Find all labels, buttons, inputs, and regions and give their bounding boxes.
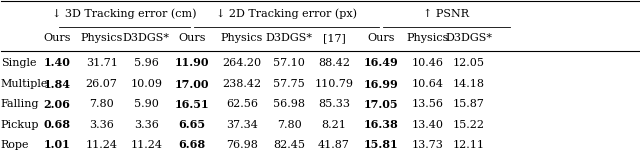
Text: 57.75: 57.75 <box>273 79 305 89</box>
Text: 85.33: 85.33 <box>318 100 350 109</box>
Text: 7.80: 7.80 <box>89 100 114 109</box>
Text: 110.79: 110.79 <box>314 79 353 89</box>
Text: Multiple: Multiple <box>1 79 48 89</box>
Text: 10.46: 10.46 <box>412 58 444 68</box>
Text: 88.42: 88.42 <box>318 58 350 68</box>
Text: 12.05: 12.05 <box>452 58 484 68</box>
Text: ↓ 2D Tracking error (px): ↓ 2D Tracking error (px) <box>216 8 357 19</box>
Text: 1.40: 1.40 <box>44 57 70 68</box>
Text: Rope: Rope <box>1 140 29 150</box>
Text: 37.34: 37.34 <box>226 120 258 130</box>
Text: 2.06: 2.06 <box>44 99 70 110</box>
Text: 7.80: 7.80 <box>277 120 301 130</box>
Text: ↑ PSNR: ↑ PSNR <box>423 9 469 19</box>
Text: 14.18: 14.18 <box>452 79 484 89</box>
Text: 5.90: 5.90 <box>134 100 159 109</box>
Text: 16.38: 16.38 <box>364 119 398 130</box>
Text: Falling: Falling <box>1 100 39 109</box>
Text: 15.22: 15.22 <box>452 120 484 130</box>
Text: 264.20: 264.20 <box>223 58 262 68</box>
Text: 3.36: 3.36 <box>134 120 159 130</box>
Text: Physics: Physics <box>81 33 123 43</box>
Text: 76.98: 76.98 <box>226 140 258 150</box>
Text: Physics: Physics <box>221 33 263 43</box>
Text: Ours: Ours <box>179 33 206 43</box>
Text: 6.65: 6.65 <box>179 119 206 130</box>
Text: 16.49: 16.49 <box>364 57 398 68</box>
Text: 13.56: 13.56 <box>412 100 444 109</box>
Text: 1.84: 1.84 <box>44 79 70 90</box>
Text: 10.64: 10.64 <box>412 79 444 89</box>
Text: 0.68: 0.68 <box>44 119 70 130</box>
Text: 16.99: 16.99 <box>364 79 398 90</box>
Text: 31.71: 31.71 <box>86 58 118 68</box>
Text: Physics: Physics <box>406 33 449 43</box>
Text: 11.24: 11.24 <box>86 140 118 150</box>
Text: 11.90: 11.90 <box>175 57 209 68</box>
Text: D3DGS*: D3DGS* <box>266 33 313 43</box>
Text: 16.51: 16.51 <box>175 99 209 110</box>
Text: 11.24: 11.24 <box>131 140 163 150</box>
Text: 82.45: 82.45 <box>273 140 305 150</box>
Text: 5.96: 5.96 <box>134 58 159 68</box>
Text: ↓ 3D Tracking error (cm): ↓ 3D Tracking error (cm) <box>52 8 197 19</box>
Text: 15.87: 15.87 <box>453 100 484 109</box>
Text: 238.42: 238.42 <box>223 79 262 89</box>
Text: 56.98: 56.98 <box>273 100 305 109</box>
Text: 13.73: 13.73 <box>412 140 444 150</box>
Text: 57.10: 57.10 <box>273 58 305 68</box>
Text: 12.11: 12.11 <box>452 140 484 150</box>
Text: D3DGS*: D3DGS* <box>123 33 170 43</box>
Text: 8.21: 8.21 <box>322 120 346 130</box>
Text: 3.36: 3.36 <box>89 120 114 130</box>
Text: 62.56: 62.56 <box>226 100 258 109</box>
Text: 15.81: 15.81 <box>364 139 398 150</box>
Text: Ours: Ours <box>43 33 70 43</box>
Text: 10.09: 10.09 <box>131 79 163 89</box>
Text: 17.00: 17.00 <box>175 79 209 90</box>
Text: D3DGS*: D3DGS* <box>445 33 492 43</box>
Text: [17]: [17] <box>323 33 346 43</box>
Text: Pickup: Pickup <box>1 120 39 130</box>
Text: 41.87: 41.87 <box>318 140 350 150</box>
Text: Ours: Ours <box>367 33 394 43</box>
Text: Single: Single <box>1 58 36 68</box>
Text: 13.40: 13.40 <box>412 120 444 130</box>
Text: 1.01: 1.01 <box>44 139 70 150</box>
Text: 6.68: 6.68 <box>179 139 206 150</box>
Text: 26.07: 26.07 <box>86 79 118 89</box>
Text: 17.05: 17.05 <box>364 99 398 110</box>
